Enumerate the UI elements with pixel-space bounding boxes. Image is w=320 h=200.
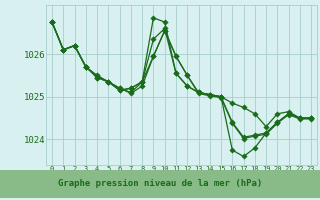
Text: Graphe pression niveau de la mer (hPa): Graphe pression niveau de la mer (hPa) — [58, 180, 262, 188]
